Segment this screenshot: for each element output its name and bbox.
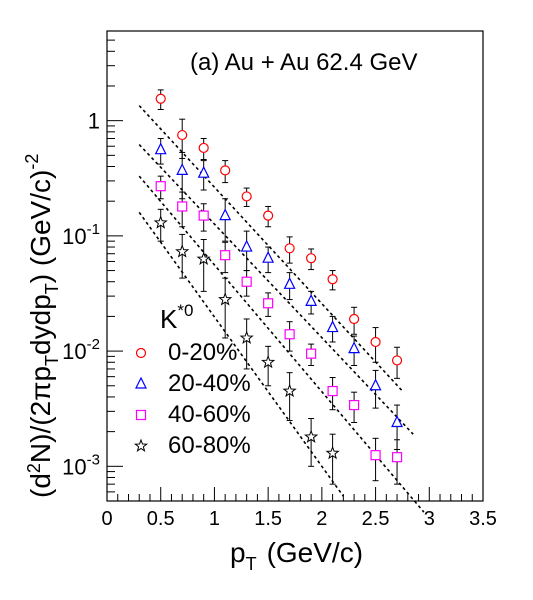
- legend-label: 60-80%: [168, 432, 251, 459]
- data-point: [154, 142, 167, 155]
- legend: K*0 0-20% 20-40% 40-60% 60-80%: [133, 301, 251, 459]
- data-point: [326, 320, 339, 333]
- data-point: [348, 341, 361, 354]
- data-point: [263, 210, 274, 221]
- x-tick-label: 3: [424, 508, 435, 530]
- plot-frame: [106, 30, 484, 502]
- data-point: [348, 399, 360, 411]
- x-tick-label: 0: [101, 508, 112, 530]
- legend-marker: [135, 347, 147, 359]
- fit-curve: [138, 105, 404, 392]
- data-point: [218, 292, 233, 306]
- data-point: [155, 181, 166, 192]
- data-point: [261, 354, 276, 369]
- axis-ticks: [106, 30, 484, 502]
- data-point: [348, 313, 360, 325]
- data-point: [391, 355, 403, 366]
- fit-curve: [138, 211, 344, 497]
- legend-label: 40-60%: [168, 401, 251, 428]
- fit-curve: [138, 144, 414, 435]
- data-point: [220, 250, 231, 261]
- data-point: [306, 253, 317, 264]
- data-point: [282, 383, 297, 398]
- legend-marker: [135, 376, 147, 389]
- data-point: [283, 276, 296, 289]
- data-point: [239, 330, 254, 344]
- data-point: [370, 336, 381, 348]
- data-point: [391, 415, 404, 428]
- legend-label: 0-20%: [168, 339, 237, 366]
- x-tick-label: 1.5: [254, 508, 282, 530]
- data-point: [196, 251, 211, 266]
- data-point: [370, 450, 381, 461]
- data-point: [219, 208, 232, 221]
- data-points: [153, 89, 404, 485]
- data-point: [176, 163, 189, 176]
- x-tick-label: 3.5: [469, 508, 497, 530]
- data-point: [263, 298, 274, 309]
- data-point: [327, 274, 338, 285]
- x-tick-label: 2: [316, 508, 327, 530]
- x-tick-label: 2.5: [362, 508, 390, 530]
- y-axis-label: (d2N)/(2πpTdydpT) (GeV/c)-2: [22, 154, 62, 498]
- data-point: [284, 243, 295, 254]
- data-point: [306, 348, 317, 359]
- data-point: [369, 378, 382, 391]
- data-point: [175, 244, 190, 258]
- data-point: [220, 165, 231, 176]
- x-axis-label: pT (GeV/c): [230, 537, 363, 574]
- data-point: [327, 385, 338, 397]
- data-point: [198, 210, 209, 221]
- x-tick-label: 1: [209, 508, 220, 530]
- data-point: [262, 250, 275, 263]
- data-point: [325, 445, 340, 460]
- legend-marker: [133, 438, 149, 453]
- legend-label: 20-40%: [168, 370, 251, 397]
- data-point: [155, 93, 166, 104]
- data-point: [240, 239, 253, 252]
- data-point: [284, 329, 295, 340]
- legend-marker: [135, 409, 147, 421]
- x-tick-label: 0.5: [147, 508, 175, 530]
- data-point: [305, 294, 318, 306]
- data-point: [241, 276, 252, 287]
- data-point: [198, 142, 209, 154]
- data-point: [304, 429, 319, 443]
- data-point: [177, 201, 188, 212]
- y-tick-label: 10-2: [62, 336, 100, 364]
- data-point: [241, 191, 252, 202]
- y-tick-label: 10-1: [62, 221, 100, 249]
- x-tick-labels: 0 0.5 1 1.5 2 2.5 3 3.5: [101, 508, 496, 530]
- chart-annotation: (a) Au + Au 62.4 GeV: [190, 49, 417, 76]
- y-tick-label: 10-3: [62, 451, 100, 479]
- data-point: [391, 452, 403, 463]
- data-point: [177, 129, 188, 141]
- data-point: [153, 215, 168, 229]
- y-tick-label: 1: [88, 109, 100, 134]
- y-tick-labels: 10-3 10-2 10-1 1: [62, 109, 100, 480]
- data-point: [197, 165, 210, 178]
- legend-title: K*0: [160, 301, 193, 334]
